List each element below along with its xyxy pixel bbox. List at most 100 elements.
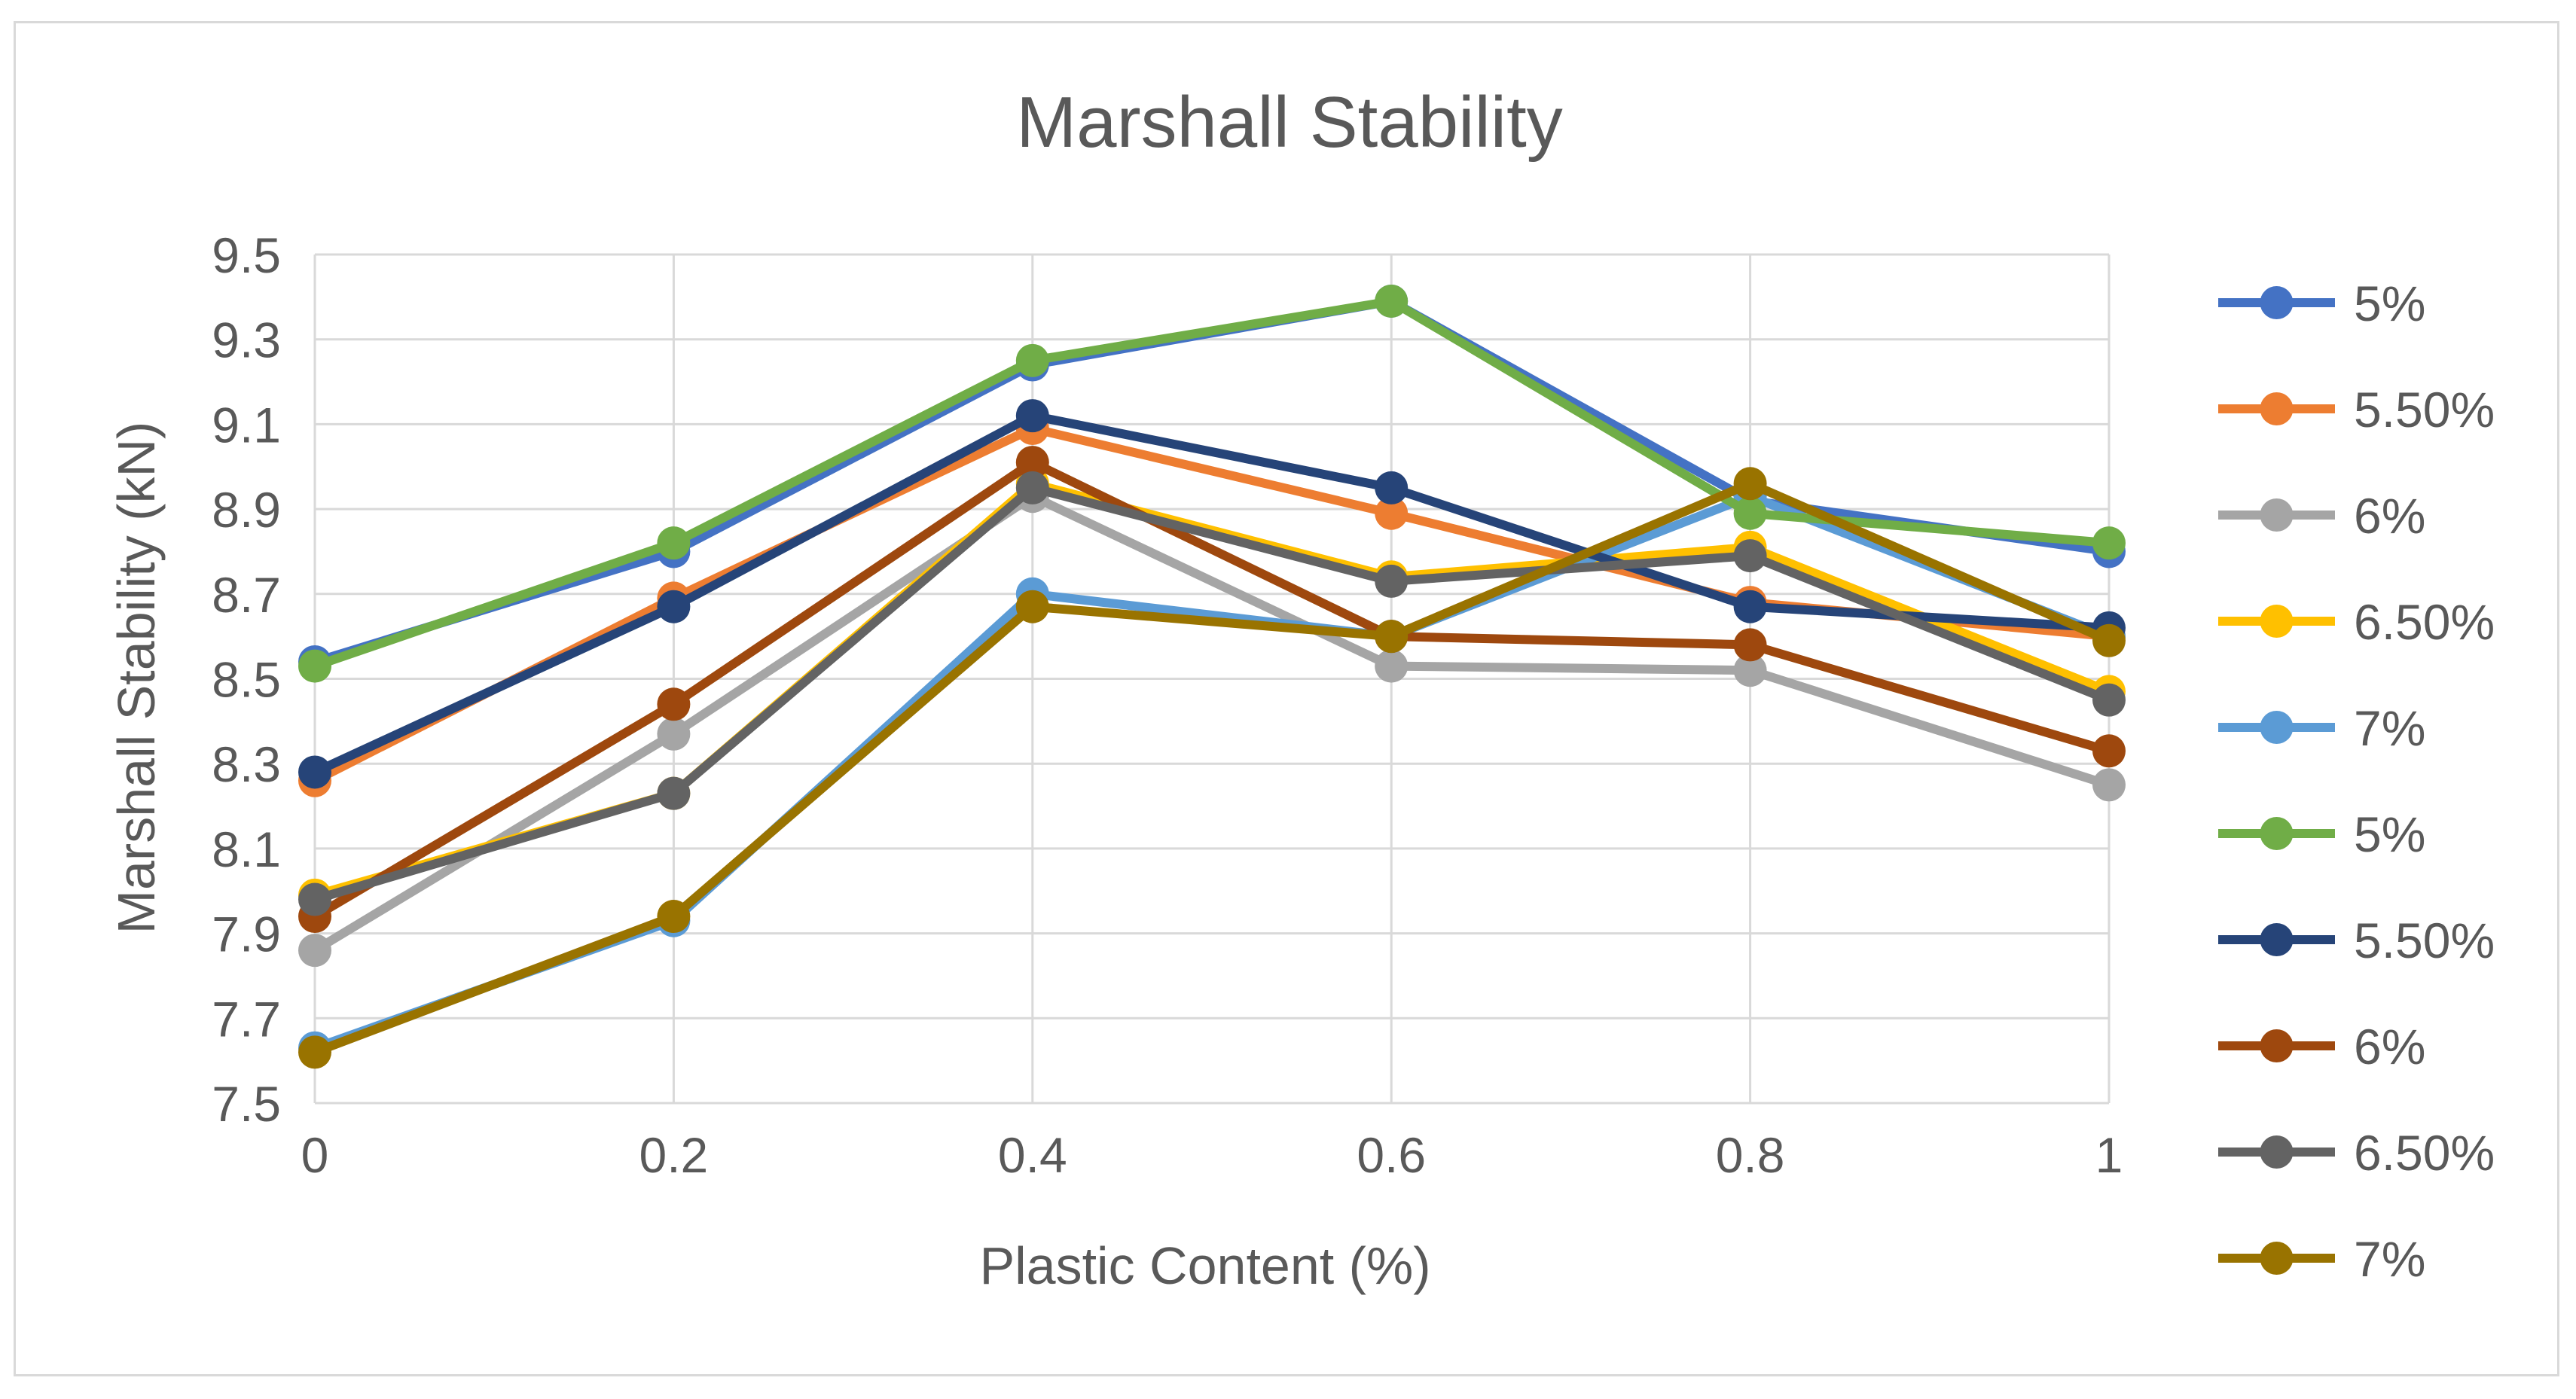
data-point <box>298 934 331 968</box>
data-point <box>1015 471 1049 504</box>
x-tick-label: 0.6 <box>1357 1127 1426 1183</box>
series-6 <box>298 284 2126 683</box>
series-line <box>310 483 2114 904</box>
legend-item: 5% <box>2218 276 2425 331</box>
data-point <box>1733 628 1767 662</box>
x-tick-label: 0.4 <box>998 1127 1067 1183</box>
series-line <box>310 479 2114 1057</box>
series-2 <box>298 412 2126 797</box>
chart-frame <box>14 21 2559 1376</box>
legend-label: 6% <box>2354 1019 2425 1074</box>
axes: 7.5 7.7 7.9 8.1 8.3 8.5 8.7 8.9 9.1 9.3 9.5 0 0.2 0.4… <box>212 227 2123 1183</box>
legend-item: 6% <box>2218 1019 2425 1074</box>
x-tick-label: 1 <box>2095 1127 2123 1183</box>
legend-item: 7% <box>2218 700 2425 756</box>
data-point <box>298 882 331 916</box>
y-tick-label: 7.7 <box>212 991 281 1047</box>
legend-marker <box>2260 1242 2294 1275</box>
data-point <box>1733 467 1767 501</box>
series-line <box>310 458 2114 922</box>
data-point <box>1375 649 1409 683</box>
legend-marker <box>2260 498 2294 532</box>
data-point <box>657 717 691 751</box>
data-point <box>1733 539 1767 573</box>
series-9 <box>298 471 2126 916</box>
data-point <box>298 755 331 789</box>
data-point <box>657 526 691 560</box>
legend-marker <box>2260 817 2294 850</box>
legend-label: 6.50% <box>2354 594 2495 650</box>
data-point <box>298 649 331 683</box>
data-point <box>1375 564 1409 598</box>
series-line <box>310 296 2114 671</box>
data-point <box>1375 620 1409 654</box>
series-5 <box>298 480 2126 1065</box>
data-point <box>657 687 691 721</box>
series-7 <box>298 399 2126 789</box>
y-axis-label: Marshall Stability (kN) <box>107 422 166 934</box>
legend-label: 7% <box>2354 700 2425 756</box>
data-point <box>1015 446 1049 480</box>
data-series <box>298 284 2126 1069</box>
x-tick-label: 0 <box>301 1127 329 1183</box>
legend-item: 7% <box>2218 1231 2425 1287</box>
y-tick-label: 8.9 <box>212 482 281 538</box>
legend-marker <box>2260 923 2294 956</box>
data-point <box>2092 683 2126 717</box>
legend-item: 5.50% <box>2218 913 2495 968</box>
legend-marker <box>2260 286 2294 319</box>
legend-label: 5.50% <box>2354 913 2495 968</box>
y-tick-label: 7.9 <box>212 907 281 962</box>
data-point <box>1733 654 1767 687</box>
legend-item: 6.50% <box>2218 594 2495 650</box>
y-tick-label: 9.3 <box>212 312 281 368</box>
data-point <box>1375 471 1409 504</box>
data-point <box>1375 284 1409 318</box>
legend-item: 6.50% <box>2218 1125 2495 1181</box>
y-tick-label: 8.3 <box>212 736 281 792</box>
series-line <box>310 492 2114 956</box>
gridlines <box>313 253 2111 1105</box>
y-tick-label: 9.5 <box>212 227 281 283</box>
legend: 5% 5.50% 6% 6.50% 7% 5% 5.50% 6% 6.50% 7% <box>2218 276 2495 1287</box>
data-point <box>657 900 691 934</box>
y-tick-label: 7.5 <box>212 1076 281 1132</box>
data-point <box>2092 623 2126 657</box>
data-point <box>1375 496 1409 530</box>
legend-item: 5% <box>2218 806 2425 862</box>
series-line <box>310 411 2114 777</box>
legend-label: 6.50% <box>2354 1125 2495 1181</box>
y-tick-label: 8.5 <box>212 652 281 708</box>
series-10 <box>298 467 2126 1069</box>
x-axis-label: Plastic Content (%) <box>979 1236 1430 1295</box>
legend-marker <box>2260 1029 2294 1062</box>
data-point <box>2092 526 2126 560</box>
data-point <box>657 776 691 810</box>
data-point <box>1015 399 1049 433</box>
x-tick-label: 0.8 <box>1716 1127 1785 1183</box>
legend-item: 6% <box>2218 488 2425 544</box>
y-tick-label: 8.7 <box>212 567 281 623</box>
data-point <box>1733 496 1767 530</box>
data-point <box>1015 590 1049 623</box>
data-point <box>1015 343 1049 377</box>
data-point <box>2092 734 2126 768</box>
data-point <box>298 1035 331 1069</box>
y-tick-label: 9.1 <box>212 397 281 453</box>
legend-marker <box>2260 1135 2294 1169</box>
legend-label: 5% <box>2354 806 2425 862</box>
legend-label: 5% <box>2354 276 2425 331</box>
legend-marker <box>2260 605 2294 638</box>
series-line <box>310 424 2114 785</box>
data-point <box>657 590 691 623</box>
y-tick-label: 8.1 <box>212 821 281 877</box>
chart-title: Marshall Stability <box>1016 82 1563 163</box>
legend-marker <box>2260 392 2294 425</box>
legend-label: 7% <box>2354 1231 2425 1287</box>
x-tick-label: 0.2 <box>639 1127 709 1183</box>
data-point <box>1733 590 1767 623</box>
legend-label: 5.50% <box>2354 382 2495 437</box>
legend-marker <box>2260 711 2294 744</box>
data-point <box>2092 768 2126 802</box>
